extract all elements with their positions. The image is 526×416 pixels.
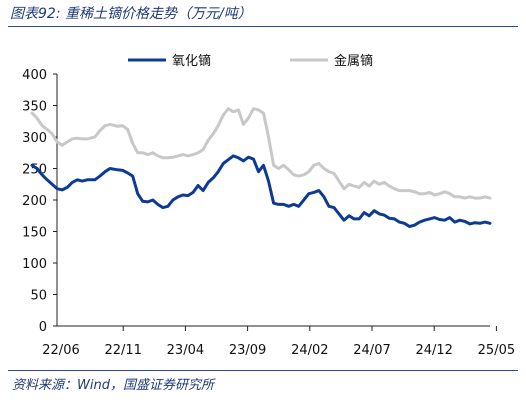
x-tick-label: 23/09: [229, 343, 266, 358]
y-tick-label: 150: [22, 226, 47, 241]
legend-item-dysprosium-metal: 金属镝: [290, 53, 373, 69]
legend-label: 金属镝: [334, 53, 373, 69]
y-tick-label: 0: [39, 320, 47, 335]
x-tick-label: 22/06: [42, 343, 79, 358]
x-tick-label: 23/04: [167, 343, 204, 358]
y-tick-label: 200: [22, 194, 47, 209]
legend-label: 氧化镝: [172, 53, 211, 69]
x-tick-label: 24/07: [353, 343, 390, 358]
series-line-dysprosium-oxide: [30, 154, 492, 228]
x-tick-label: 25/05: [478, 343, 515, 358]
legend-item-dysprosium-oxide: 氧化镝: [128, 53, 211, 69]
y-tick-label: 300: [22, 131, 47, 146]
bottom-divider: [8, 370, 518, 371]
chart-series: [30, 107, 492, 228]
series-line-dysprosium-metal: [30, 107, 492, 200]
page-title: 图表92: 重稀土镝价格走势（万元/吨）: [10, 6, 252, 22]
source-note: 资料来源：Wind，国盛证券研究所: [12, 378, 214, 393]
y-tick-label: 350: [22, 100, 47, 115]
x-tick-label: 22/11: [104, 343, 141, 358]
y-tick-label: 400: [22, 68, 47, 83]
x-tick-label: 24/02: [291, 343, 328, 358]
x-tick-label: 24/12: [415, 343, 452, 358]
top-divider: [8, 26, 518, 27]
y-tick-label: 50: [30, 289, 47, 304]
y-tick-label: 100: [22, 257, 47, 272]
chart-legend: 氧化镝 金属镝: [128, 53, 373, 69]
